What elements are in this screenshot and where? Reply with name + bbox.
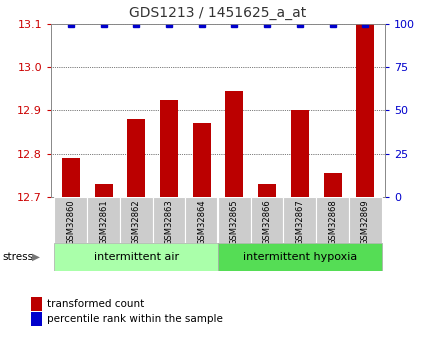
Text: GSM32866: GSM32866	[263, 199, 271, 245]
Bar	[193, 124, 210, 197]
Title: GDS1213 / 1451625_a_at: GDS1213 / 1451625_a_at	[129, 6, 307, 20]
Bar	[160, 100, 178, 197]
Text: transformed count: transformed count	[47, 299, 144, 308]
Text: intermittent air: intermittent air	[94, 252, 179, 262]
Bar	[62, 158, 80, 197]
Bar	[127, 119, 145, 197]
Bar	[54, 197, 87, 243]
Bar	[324, 173, 342, 197]
Bar	[87, 197, 120, 243]
Text: GSM32869: GSM32869	[361, 199, 370, 245]
Text: GSM32862: GSM32862	[132, 199, 141, 245]
Text: GSM32868: GSM32868	[328, 199, 337, 245]
Bar	[120, 197, 153, 243]
Bar	[291, 110, 309, 197]
Text: GSM32860: GSM32860	[66, 199, 75, 245]
Bar	[283, 197, 316, 243]
Text: GSM32864: GSM32864	[197, 199, 206, 245]
Text: stress: stress	[2, 252, 33, 262]
Bar	[226, 91, 243, 197]
Bar	[356, 3, 374, 197]
Text: GSM32861: GSM32861	[99, 199, 108, 245]
Bar	[185, 197, 218, 243]
Text: ▶: ▶	[32, 252, 40, 262]
Text: GSM32867: GSM32867	[295, 199, 304, 245]
Bar	[54, 243, 218, 271]
Text: GSM32863: GSM32863	[165, 199, 174, 245]
Bar	[349, 197, 382, 243]
Bar	[94, 184, 113, 197]
Bar	[153, 197, 185, 243]
Text: GSM32865: GSM32865	[230, 199, 239, 245]
Bar	[218, 197, 251, 243]
Text: percentile rank within the sample: percentile rank within the sample	[47, 314, 222, 324]
Bar	[258, 184, 276, 197]
Bar	[316, 197, 349, 243]
Text: intermittent hypoxia: intermittent hypoxia	[243, 252, 357, 262]
Bar	[218, 243, 382, 271]
Bar	[251, 197, 283, 243]
